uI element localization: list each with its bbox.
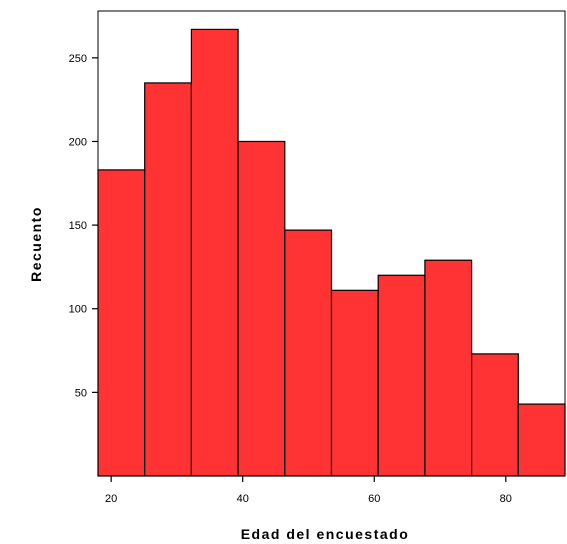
histogram-bar [237, 140, 286, 477]
x-tick-label: 20 [105, 493, 117, 505]
y-tick-label: 250 [69, 53, 87, 65]
y-tick-label: 200 [69, 136, 87, 148]
x-axis-title: Edad del encuestado [241, 526, 410, 542]
histogram-bar [284, 229, 333, 477]
y-tick-label: 150 [69, 220, 87, 232]
x-axis: 20 40 60 80 [105, 476, 512, 505]
histogram-bar [377, 274, 426, 477]
histogram-bar [330, 289, 379, 477]
histogram-bar [424, 259, 473, 477]
y-axis: 50 100 150 200 250 [69, 53, 98, 399]
histogram-bar [517, 403, 566, 477]
x-tick-label: 60 [368, 493, 380, 505]
histogram-bar [97, 169, 146, 477]
y-tick-label: 50 [75, 387, 87, 399]
x-tick-label: 40 [237, 493, 249, 505]
y-tick-label: 100 [69, 304, 87, 316]
x-tick-label: 80 [500, 493, 512, 505]
histogram-bar [144, 82, 192, 477]
bars-group [97, 28, 566, 477]
histogram-bar [471, 353, 519, 477]
histogram-bar [190, 28, 239, 477]
y-axis-title: Recuento [28, 206, 44, 282]
